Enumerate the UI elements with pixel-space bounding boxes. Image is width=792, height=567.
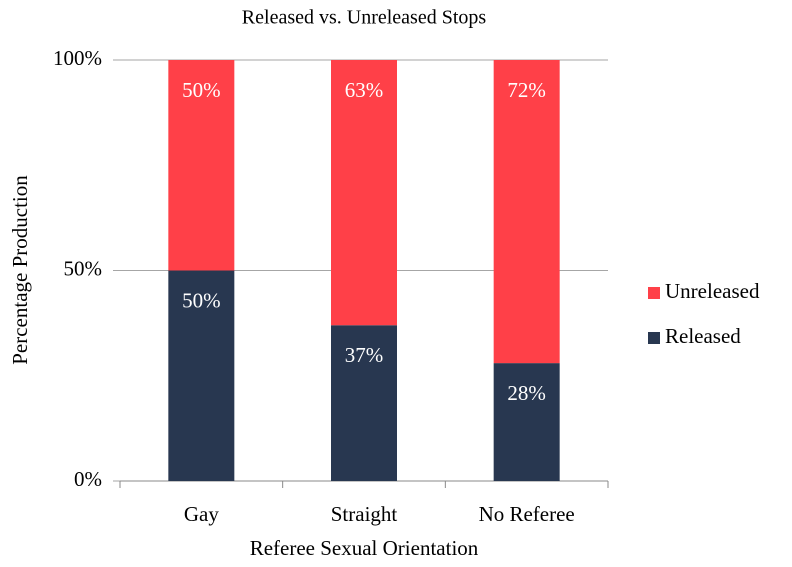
- value-label: 50%: [182, 78, 221, 102]
- chart-title: Released vs. Unreleased Stops: [242, 7, 487, 29]
- bar-segment: [331, 325, 397, 481]
- x-tick-label: Gay: [184, 502, 219, 526]
- legend-label: Released: [665, 324, 741, 348]
- value-label: 37%: [345, 343, 384, 367]
- bar-segment: [331, 60, 397, 326]
- x-tick-label: Straight: [331, 502, 398, 526]
- y-axis-label: Percentage Production: [8, 175, 32, 365]
- y-tick-label: 100%: [53, 46, 102, 70]
- bar-segment: [168, 60, 235, 271]
- x-tick-label: No Referee: [479, 502, 575, 526]
- bar-segment: [168, 270, 235, 481]
- x-axis-label: Referee Sexual Orientation: [250, 536, 479, 560]
- y-tick-label: 0%: [74, 467, 102, 491]
- value-label: 63%: [345, 78, 384, 102]
- value-label: 72%: [507, 78, 546, 102]
- value-label: 28%: [507, 381, 546, 405]
- legend-label: Unreleased: [665, 279, 760, 303]
- legend-swatch: [648, 332, 660, 344]
- bar-segment: [493, 363, 560, 481]
- bar-segment: [493, 60, 560, 364]
- value-label: 50%: [182, 288, 221, 312]
- y-tick-label: 50%: [64, 256, 103, 280]
- legend-swatch: [648, 287, 660, 299]
